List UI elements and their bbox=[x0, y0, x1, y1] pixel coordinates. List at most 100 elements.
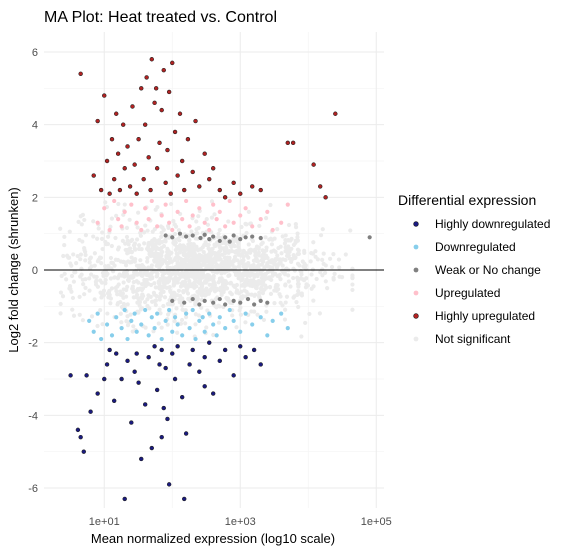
point-not-significant bbox=[260, 240, 265, 245]
point-upregulated bbox=[107, 227, 112, 233]
point-not-significant bbox=[265, 263, 270, 268]
point-not-significant bbox=[131, 280, 136, 285]
point-not-significant bbox=[140, 292, 145, 297]
point-not-significant bbox=[238, 305, 243, 310]
point-not-significant bbox=[300, 259, 305, 264]
point-not-significant bbox=[310, 251, 316, 256]
point-not-significant bbox=[252, 309, 257, 314]
point-not-significant bbox=[199, 293, 205, 298]
point-weak-or-no-change bbox=[223, 302, 228, 307]
point-not-significant bbox=[135, 292, 140, 298]
point-not-significant bbox=[128, 312, 133, 317]
point-not-significant bbox=[233, 250, 238, 255]
point-not-significant bbox=[158, 224, 164, 229]
point-not-significant bbox=[77, 312, 82, 317]
point-highly-upregulated bbox=[217, 187, 222, 193]
point-not-significant bbox=[212, 282, 217, 288]
point-not-significant bbox=[238, 260, 243, 265]
point-highly-downregulated bbox=[217, 358, 222, 364]
point-weak-or-no-change bbox=[245, 296, 251, 302]
point-not-significant bbox=[162, 258, 168, 264]
point-weak-or-no-change bbox=[223, 235, 228, 240]
point-weak-or-no-change bbox=[252, 302, 257, 307]
point-not-significant bbox=[175, 280, 180, 285]
point-not-significant bbox=[167, 260, 172, 265]
point-not-significant bbox=[117, 272, 122, 277]
point-highly-upregulated bbox=[290, 140, 296, 146]
point-not-significant bbox=[236, 241, 241, 246]
point-downregulated bbox=[258, 315, 263, 320]
point-not-significant bbox=[317, 311, 322, 316]
point-not-significant bbox=[320, 273, 325, 278]
point-not-significant bbox=[269, 277, 274, 282]
point-not-significant bbox=[113, 257, 118, 262]
point-not-significant bbox=[194, 296, 199, 301]
point-weak-or-no-change bbox=[217, 296, 222, 302]
point-not-significant bbox=[101, 288, 107, 293]
point-downregulated bbox=[172, 315, 178, 320]
point-not-significant bbox=[213, 297, 218, 302]
y-tick-label: -4 bbox=[28, 410, 38, 422]
point-not-significant bbox=[139, 282, 145, 287]
point-not-significant bbox=[280, 257, 286, 262]
point-not-significant bbox=[75, 253, 80, 259]
point-not-significant bbox=[295, 235, 300, 240]
point-not-significant bbox=[82, 217, 87, 223]
point-not-significant bbox=[283, 282, 288, 287]
point-not-significant bbox=[135, 300, 140, 305]
point-not-significant bbox=[209, 199, 215, 204]
point-not-significant bbox=[132, 241, 138, 246]
point-not-significant bbox=[108, 301, 113, 306]
point-highly-upregulated bbox=[197, 184, 202, 189]
point-weak-or-no-change bbox=[170, 298, 175, 303]
point-not-significant bbox=[299, 272, 304, 277]
point-highly-upregulated bbox=[130, 104, 135, 109]
point-not-significant bbox=[288, 284, 293, 289]
point-not-significant bbox=[69, 263, 74, 268]
point-not-significant bbox=[286, 244, 291, 249]
point-not-significant bbox=[113, 285, 118, 291]
point-not-significant bbox=[289, 246, 294, 251]
point-not-significant bbox=[143, 223, 148, 228]
point-not-significant bbox=[159, 234, 164, 239]
point-not-significant bbox=[189, 284, 194, 289]
point-upregulated bbox=[270, 227, 275, 233]
point-not-significant bbox=[178, 274, 183, 279]
point-not-significant bbox=[291, 275, 296, 281]
point-downregulated bbox=[104, 322, 110, 327]
point-not-significant bbox=[272, 301, 277, 306]
point-highly-downregulated bbox=[243, 355, 248, 360]
point-not-significant bbox=[157, 307, 162, 312]
point-not-significant bbox=[87, 260, 92, 265]
point-upregulated bbox=[258, 217, 263, 222]
point-not-significant bbox=[166, 275, 171, 281]
point-not-significant bbox=[302, 248, 307, 253]
point-highly-upregulated bbox=[166, 89, 172, 95]
point-upregulated bbox=[217, 209, 222, 214]
point-downregulated bbox=[119, 326, 124, 331]
point-not-significant bbox=[318, 233, 324, 238]
point-weak-or-no-change bbox=[227, 239, 232, 244]
point-downregulated bbox=[167, 307, 172, 313]
point-highly-upregulated bbox=[117, 187, 123, 193]
legend-key bbox=[413, 244, 419, 250]
point-not-significant bbox=[167, 250, 172, 255]
point-not-significant bbox=[134, 237, 140, 242]
y-tick-label: 0 bbox=[32, 265, 38, 277]
point-not-significant bbox=[207, 259, 212, 264]
point-highly-upregulated bbox=[91, 173, 96, 178]
point-not-significant bbox=[187, 238, 192, 243]
point-highly-upregulated bbox=[333, 111, 338, 116]
point-not-significant bbox=[173, 224, 179, 229]
point-not-significant bbox=[119, 320, 124, 325]
point-not-significant bbox=[138, 267, 143, 272]
legend: Differential expression Highly downregul… bbox=[398, 192, 550, 346]
point-not-significant bbox=[98, 308, 103, 313]
point-not-significant bbox=[203, 240, 208, 245]
y-axis-title: Log2 fold change (shrunken) bbox=[6, 187, 21, 353]
point-not-significant bbox=[138, 233, 143, 238]
point-not-significant bbox=[107, 288, 112, 293]
legend-label: Weak or No change bbox=[435, 263, 541, 277]
point-not-significant bbox=[243, 320, 248, 325]
point-highly-upregulated bbox=[250, 184, 255, 189]
